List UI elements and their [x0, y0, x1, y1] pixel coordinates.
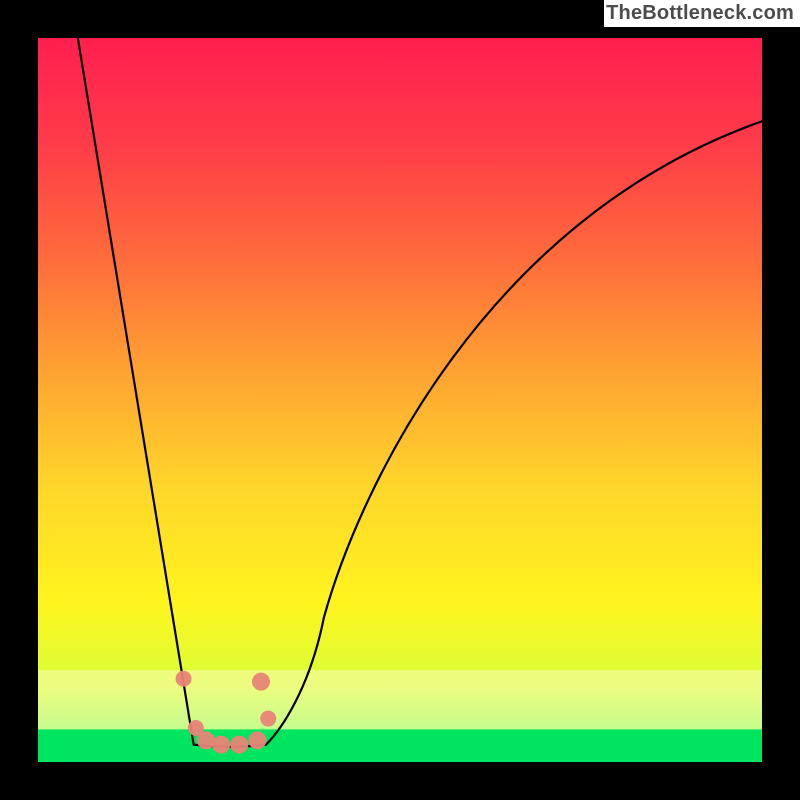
curve-marker — [260, 711, 276, 727]
curve-marker — [176, 671, 192, 687]
pale-band — [38, 670, 762, 729]
curve-marker — [252, 673, 270, 691]
curve-marker — [230, 736, 248, 754]
watermark-text: TheBottleneck.com — [604, 0, 800, 27]
chart-gradient-background — [38, 38, 762, 762]
curve-marker — [212, 736, 230, 754]
green-band — [38, 729, 762, 762]
curve-marker — [248, 731, 266, 749]
curve-marker — [197, 731, 215, 749]
